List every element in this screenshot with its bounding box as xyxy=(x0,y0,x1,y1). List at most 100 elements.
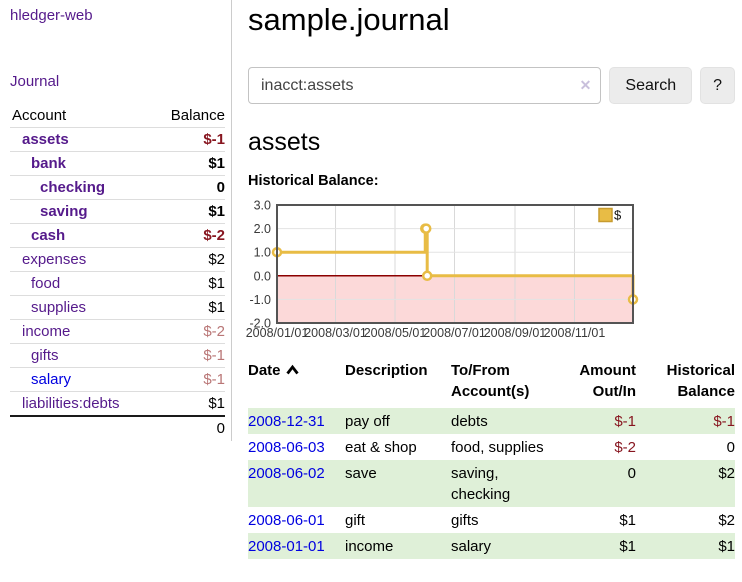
register-row: 2008-01-01 income salary $1 $1 xyxy=(248,533,735,559)
svg-text:-1.0: -1.0 xyxy=(249,293,271,307)
search-button[interactable]: Search xyxy=(609,67,693,104)
search-box: ✕ xyxy=(248,67,602,104)
transaction-accounts: salary xyxy=(451,533,559,559)
account-row: cash $-2 xyxy=(10,223,225,248)
account-row: bank $1 xyxy=(10,151,225,176)
account-balance: $1 xyxy=(158,391,225,417)
account-balance: $-1 xyxy=(158,343,225,368)
search-form: ✕ Search ? xyxy=(248,67,735,104)
transaction-balance: 0 xyxy=(726,439,735,456)
transaction-balance: $2 xyxy=(718,512,735,529)
transaction-description: income xyxy=(345,533,451,559)
transaction-accounts: debts xyxy=(451,408,559,434)
clear-search-icon[interactable]: ✕ xyxy=(579,77,592,93)
register-header-accounts: To/From Account(s) xyxy=(451,362,530,400)
account-row: saving $1 xyxy=(10,199,225,224)
account-row: liabilities:debts $1 xyxy=(10,391,225,417)
transaction-amount: $1 xyxy=(559,533,636,559)
app-title-link[interactable]: hledger-web xyxy=(10,7,93,24)
page-title: sample.journal xyxy=(248,2,450,37)
sidebar-account-income[interactable]: income xyxy=(22,323,71,340)
register-row: 2008-06-03 eat & shop food, supplies $-2 0 xyxy=(248,434,735,460)
accounts-header-account: Account xyxy=(10,104,158,128)
chart-title: Historical Balance: xyxy=(248,173,379,189)
svg-text:2008/01/01: 2008/01/01 xyxy=(246,326,309,340)
account-balance: $-1 xyxy=(158,127,225,152)
transaction-accounts: saving, checking xyxy=(451,460,559,507)
account-balance: $1 xyxy=(158,271,225,296)
chart-svg: $3.0 2.0 1.0 0.0 -1.0 -2.02008/01/012008/03/0… xyxy=(246,199,639,340)
accounts-table: Account Balance assets $-1 bank $1 checking 0… xyxy=(10,104,225,440)
historical-balance-chart: $3.0 2.0 1.0 0.0 -1.0 -2.0 2008/01/01 2008/03/0… xyxy=(246,199,642,342)
sidebar-account-liabilities-debts[interactable]: liabilities:debts xyxy=(22,395,120,412)
sort-ascending-icon xyxy=(285,361,300,382)
register-header-row: Date Description To/From Account(s) Amou… xyxy=(248,360,735,408)
transaction-amount: 0 xyxy=(559,460,636,507)
sidebar-account-checking[interactable]: checking xyxy=(40,179,106,196)
sidebar-account-bank[interactable]: bank xyxy=(31,155,67,172)
accounts-header-balance: Balance xyxy=(158,104,225,128)
main-content: sample.journal ✕ Search ? assets Histori… xyxy=(246,0,735,565)
accounts-total-value: 0 xyxy=(158,415,225,440)
account-row: income $-2 xyxy=(10,319,225,344)
sidebar-item-journal[interactable]: Journal xyxy=(10,73,60,90)
transaction-balance: $2 xyxy=(636,460,735,507)
transaction-description: gift xyxy=(345,512,366,529)
account-balance: $-1 xyxy=(158,367,225,392)
account-row: assets $-1 xyxy=(10,127,225,152)
accounts-total-row: 0 xyxy=(10,415,225,440)
transaction-amount: $-1 xyxy=(559,408,636,434)
sidebar: hledger-web Journal Account Balance asse… xyxy=(0,0,232,441)
register-header-balance: Historical Balance xyxy=(666,362,735,400)
transaction-date-link[interactable]: 2008-06-01 xyxy=(248,512,325,529)
transaction-description: save xyxy=(345,460,451,507)
transaction-description: eat & shop xyxy=(345,439,417,456)
account-row: gifts $-1 xyxy=(10,343,225,368)
transaction-amount: $1 xyxy=(619,512,636,529)
account-balance: $1 xyxy=(158,295,225,320)
svg-text:-2.0: -2.0 xyxy=(249,317,271,331)
account-balance: $-2 xyxy=(158,223,225,248)
transaction-accounts: gifts xyxy=(451,512,479,529)
search-input[interactable] xyxy=(248,67,602,104)
sidebar-account-salary[interactable]: salary xyxy=(31,371,72,388)
account-row: salary $-1 xyxy=(10,367,225,392)
account-row: food $1 xyxy=(10,271,225,296)
transaction-date-link[interactable]: 2008-12-31 xyxy=(248,413,325,430)
account-balance: $2 xyxy=(158,247,225,272)
svg-text:1.0: 1.0 xyxy=(254,246,271,260)
transaction-date-link[interactable]: 2008-01-01 xyxy=(248,538,325,555)
account-row: supplies $1 xyxy=(10,295,225,320)
accounts-header-row: Account Balance xyxy=(10,104,225,128)
svg-text:2008/09/01: 2008/09/01 xyxy=(484,326,547,340)
account-balance: $1 xyxy=(158,151,225,176)
svg-text:3.0: 3.0 xyxy=(254,199,271,213)
svg-text:2008/07/01: 2008/07/01 xyxy=(423,326,486,340)
help-button[interactable]: ? xyxy=(700,67,735,104)
account-row: checking 0 xyxy=(10,175,225,200)
account-heading: assets xyxy=(248,128,321,156)
sidebar-account-assets[interactable]: assets xyxy=(22,131,69,148)
transaction-accounts: food, supplies xyxy=(451,439,544,456)
account-balance: $-2 xyxy=(158,319,225,344)
sidebar-account-saving[interactable]: saving xyxy=(40,203,88,220)
sidebar-account-supplies[interactable]: supplies xyxy=(31,299,87,316)
register-header-amount: Amount Out/In xyxy=(579,362,636,400)
register-header-date[interactable]: Date xyxy=(248,360,345,408)
transaction-balance: $1 xyxy=(636,533,735,559)
register-row: 2008-12-31 pay off debts $-1 $-1 xyxy=(248,408,735,434)
sidebar-account-food[interactable]: food xyxy=(31,275,61,292)
account-balance: $1 xyxy=(158,199,225,224)
svg-text:2008/05/01: 2008/05/01 xyxy=(364,326,427,340)
register-table: Date Description To/From Account(s) Amou… xyxy=(248,360,735,559)
account-balance: 0 xyxy=(158,175,225,200)
sidebar-account-expenses[interactable]: expenses xyxy=(22,251,87,268)
sidebar-account-gifts[interactable]: gifts xyxy=(31,347,59,364)
transaction-date-link[interactable]: 2008-06-02 xyxy=(248,465,325,482)
register-header-description: Description xyxy=(345,362,428,379)
sidebar-account-cash[interactable]: cash xyxy=(31,227,66,244)
register-row: 2008-06-01 gift gifts $1 $2 xyxy=(248,507,735,533)
svg-text:2008/03/01: 2008/03/01 xyxy=(304,326,367,340)
svg-text:$: $ xyxy=(614,208,622,223)
transaction-date-link[interactable]: 2008-06-03 xyxy=(248,439,325,456)
